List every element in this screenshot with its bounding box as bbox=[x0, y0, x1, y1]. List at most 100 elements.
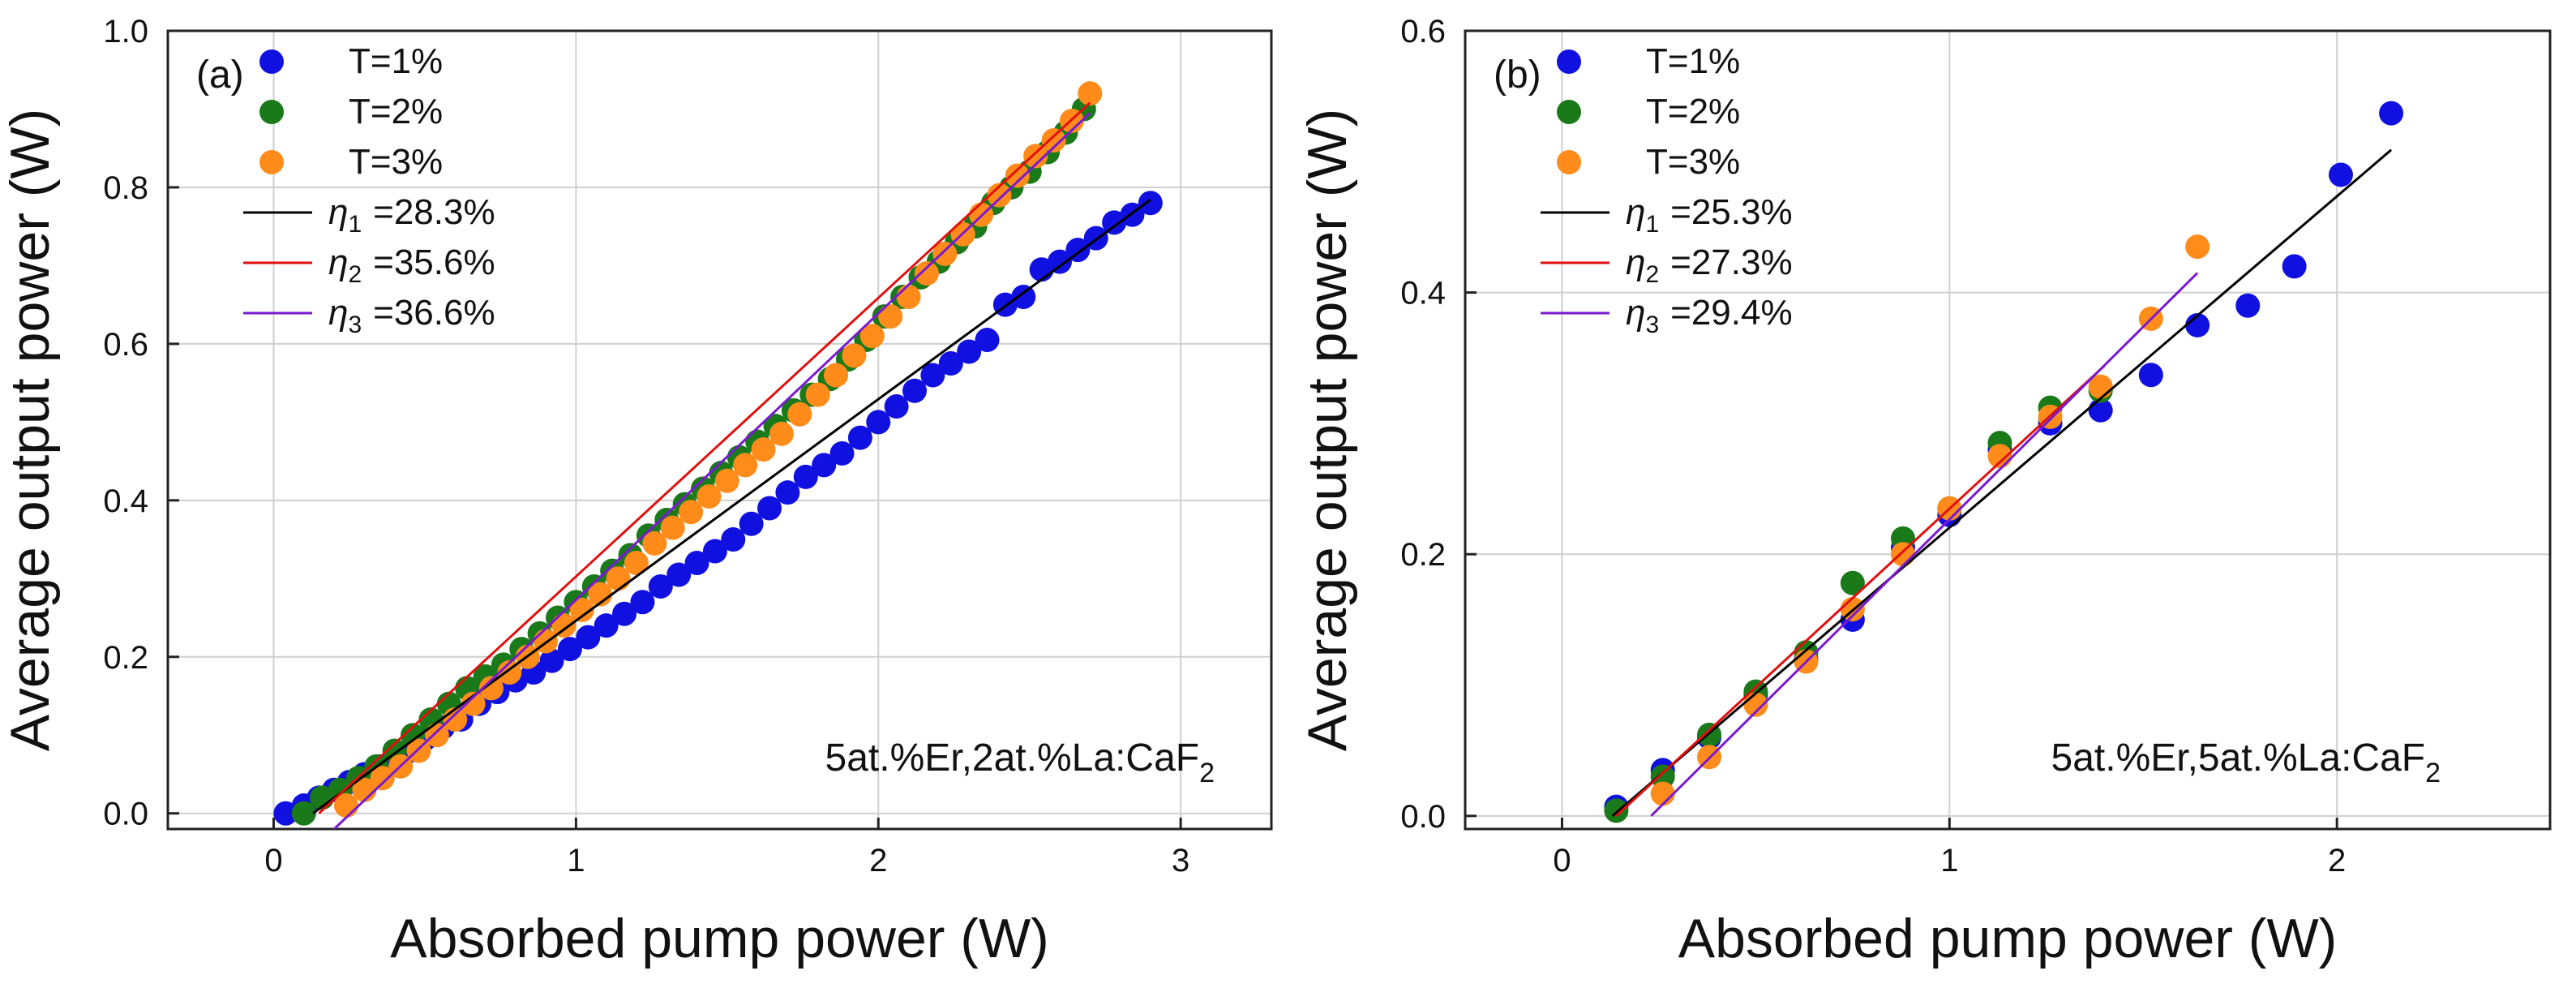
eta-value: =36.6% bbox=[373, 293, 495, 333]
plot-frame bbox=[166, 29, 1273, 831]
point-t3 bbox=[824, 363, 849, 388]
point-t3 bbox=[697, 484, 722, 509]
point-t3 bbox=[642, 531, 667, 556]
point-t3 bbox=[751, 437, 776, 462]
point-t3 bbox=[987, 183, 1012, 208]
point-t1 bbox=[667, 562, 692, 587]
y-axis-title: Average output power (W) bbox=[1297, 109, 1358, 751]
point-t3 bbox=[914, 261, 939, 286]
legend-fit-label: η2 =35.6% bbox=[328, 243, 495, 288]
fit-line-2 bbox=[318, 101, 1091, 814]
sample-subscript: 2 bbox=[2425, 758, 2441, 788]
eta-symbol: η bbox=[328, 192, 348, 232]
point-t3 bbox=[461, 691, 486, 716]
point-t3 bbox=[1041, 128, 1066, 153]
legend-marker bbox=[1557, 100, 1581, 124]
sample-annotation: 5at.%Er,5at.%La:CaF2 bbox=[2051, 737, 2441, 788]
point-t1 bbox=[702, 539, 727, 564]
point-t1 bbox=[684, 551, 709, 575]
point-t1 bbox=[884, 394, 909, 419]
y-tick-label: 1.0 bbox=[103, 14, 148, 49]
point-t2 bbox=[1650, 764, 1675, 789]
eta-symbol: η bbox=[328, 243, 348, 282]
eta-symbol: η bbox=[1626, 293, 1645, 333]
legend-fit-label: η1 =28.3% bbox=[328, 192, 495, 238]
sample-name: 5at.%Er,5at.%La:CaF bbox=[2051, 737, 2426, 780]
y-tick-label: 0.6 bbox=[1400, 14, 1446, 49]
point-t1 bbox=[612, 601, 637, 626]
y-axis-title: Average output power (W) bbox=[0, 109, 61, 751]
eta-symbol: η bbox=[328, 293, 348, 333]
eta-subscript: 1 bbox=[1645, 211, 1659, 238]
point-t1 bbox=[1138, 191, 1163, 216]
point-t1 bbox=[793, 464, 818, 489]
x-tick-label: 2 bbox=[869, 843, 887, 878]
legend-fit-label: η3 =29.4% bbox=[1626, 293, 1793, 338]
point-t1 bbox=[739, 511, 764, 536]
fit-line-2 bbox=[1615, 364, 2106, 817]
eta-subscript: 2 bbox=[348, 261, 362, 288]
y-tick-label: 0.2 bbox=[1400, 537, 1446, 573]
panel-b: 0 1 2 0.0 0.2 0.4 0.6 Absorbed pump power (W) Av… bbox=[1297, 14, 2552, 969]
point-t3 bbox=[714, 468, 739, 493]
point-t1 bbox=[2235, 293, 2261, 318]
x-axis-title: Absorbed pump power (W) bbox=[390, 908, 1049, 969]
point-t3 bbox=[588, 582, 613, 607]
sample-subscript: 2 bbox=[1199, 758, 1215, 788]
point-t2 bbox=[1604, 798, 1629, 823]
panel-a: 0 1 2 3 0.0 0.2 0.4 0.6 0.8 1.0 Absorbed pump powe… bbox=[0, 14, 1273, 969]
legend-fit-label: η2 =27.3% bbox=[1626, 243, 1793, 288]
y-tick-label: 0.0 bbox=[103, 797, 148, 832]
point-t1 bbox=[1102, 210, 1127, 235]
point-t3 bbox=[769, 421, 794, 446]
point-t1 bbox=[2185, 312, 2210, 337]
panel-label: (b) bbox=[1494, 54, 1541, 97]
eta-value: =35.6% bbox=[373, 243, 495, 282]
point-t1 bbox=[957, 339, 982, 364]
sample-name: 5at.%Er,2at.%La:CaF bbox=[825, 737, 1200, 780]
point-t1 bbox=[866, 410, 891, 435]
point-t1 bbox=[539, 648, 564, 673]
point-t1 bbox=[594, 613, 619, 638]
point-t1 bbox=[648, 573, 673, 599]
data-area bbox=[273, 81, 1163, 829]
point-t3 bbox=[1987, 444, 2012, 469]
legend-label: T=2% bbox=[349, 92, 443, 131]
point-t3 bbox=[733, 453, 758, 478]
point-t3 bbox=[679, 500, 704, 525]
point-t2 bbox=[1840, 570, 1865, 595]
y-tick-label: 0.8 bbox=[103, 170, 148, 206]
point-t3 bbox=[932, 241, 958, 266]
y-tick-label: 0.4 bbox=[1400, 276, 1446, 311]
fit-line-1 bbox=[1611, 148, 2393, 818]
point-t1 bbox=[630, 590, 655, 615]
point-t3 bbox=[805, 382, 830, 407]
point-t3 bbox=[1078, 81, 1103, 106]
y-tick-label: 0.2 bbox=[103, 640, 148, 676]
panel-label: (a) bbox=[196, 54, 244, 97]
eta-value: =25.3% bbox=[1670, 192, 1792, 232]
point-t1 bbox=[576, 625, 601, 650]
eta-symbol: η bbox=[1626, 192, 1645, 232]
x-tick-label: 1 bbox=[1940, 843, 1958, 878]
point-t3 bbox=[424, 723, 449, 748]
point-t1 bbox=[975, 328, 1000, 353]
point-t1 bbox=[2282, 254, 2307, 279]
point-t1 bbox=[1011, 285, 1036, 309]
point-t3 bbox=[787, 402, 812, 427]
point-t1 bbox=[775, 480, 800, 505]
y-tick-label: 0.4 bbox=[103, 483, 148, 519]
legend-marker bbox=[259, 100, 284, 124]
x-tick-label: 0 bbox=[1553, 843, 1571, 878]
legend-fit-label: η1 =25.3% bbox=[1626, 192, 1793, 238]
point-t1 bbox=[721, 527, 746, 552]
legend-marker bbox=[259, 150, 284, 174]
point-t3 bbox=[624, 551, 649, 575]
point-t1 bbox=[273, 801, 298, 826]
eta-subscript: 2 bbox=[1645, 261, 1659, 288]
eta-subscript: 1 bbox=[348, 211, 362, 238]
point-t1 bbox=[812, 453, 837, 478]
point-t1 bbox=[902, 378, 928, 403]
point-t3 bbox=[478, 676, 504, 701]
fit-line-3 bbox=[333, 112, 1091, 829]
